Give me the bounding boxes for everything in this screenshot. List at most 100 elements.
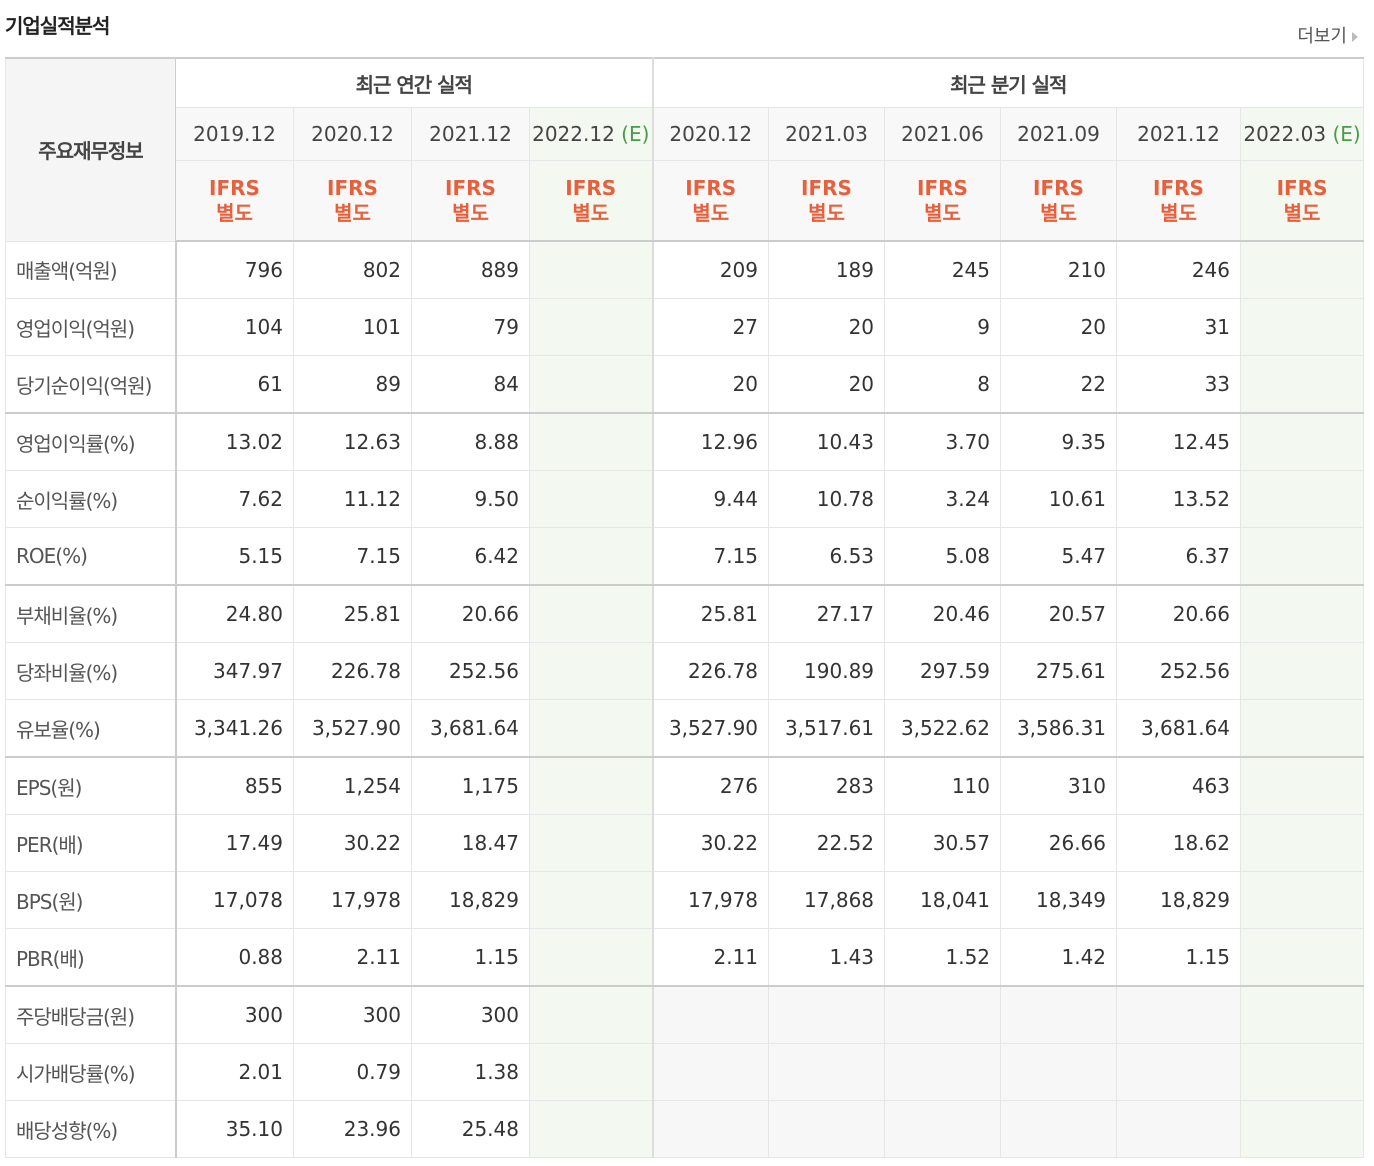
value-cell: 1.15 <box>1116 928 1242 987</box>
data-row: 당좌비율(%) 347.97 226.78 252.56 226.78 190.89 297… <box>5 642 1365 700</box>
value-cell: 245 <box>884 240 1002 299</box>
value-cell <box>1240 871 1365 929</box>
date-text: 2019.12 <box>193 122 276 146</box>
value-cell: 22 <box>1000 355 1118 414</box>
scope-text: 별도 <box>1160 200 1197 225</box>
row-label: 부채비율(%) <box>5 584 177 643</box>
value-cell: 17,078 <box>175 871 294 929</box>
value-cell: 89 <box>293 355 412 414</box>
value-cell: 3,681.64 <box>411 699 530 758</box>
value-cell: 18,349 <box>1000 871 1118 929</box>
value-cell: 802 <box>293 240 412 299</box>
data-row: 매출액(억원) 796 802 889 209 189 245 210 246 <box>5 240 1365 299</box>
value-cell <box>528 240 654 299</box>
value-cell <box>528 584 654 643</box>
value-cell <box>528 355 654 414</box>
date-text: 2021.12 <box>1137 122 1220 146</box>
basis-text: IFRS <box>685 175 737 200</box>
scope-text: 별도 <box>452 200 489 225</box>
value-cell <box>1240 814 1365 872</box>
data-row: 순이익률(%) 7.62 11.12 9.50 9.44 10.78 3.24 10.61 13… <box>5 470 1365 528</box>
row-label: BPS(원) <box>5 871 177 929</box>
value-cell: 7.15 <box>651 527 770 586</box>
value-cell: 10.78 <box>768 470 886 528</box>
value-cell: 190.89 <box>768 642 886 700</box>
value-cell <box>768 985 886 1044</box>
value-cell <box>1240 699 1365 758</box>
value-cell: 22.52 <box>768 814 886 872</box>
value-cell <box>651 985 770 1044</box>
value-cell <box>1240 584 1365 643</box>
value-cell <box>528 814 654 872</box>
value-cell <box>1240 527 1365 586</box>
row-label: 당기순이익(억원) <box>5 355 177 414</box>
value-cell: 10.43 <box>768 412 886 471</box>
value-cell: 30.57 <box>884 814 1002 872</box>
column-date: 2021.03 <box>768 107 886 161</box>
data-row: 유보율(%) 3,341.26 3,527.90 3,681.64 3,527.90 3,… <box>5 699 1365 758</box>
basis-text: IFRS <box>1276 175 1328 200</box>
value-cell: 796 <box>175 240 294 299</box>
value-cell: 11.12 <box>293 470 412 528</box>
value-cell <box>1240 355 1365 414</box>
group-header: 최근 분기 실적 <box>651 57 1365 108</box>
column-basis: IFRS 별도 <box>768 160 886 242</box>
value-cell: 20 <box>768 355 886 414</box>
value-cell <box>1240 240 1365 299</box>
value-cell <box>1240 928 1365 987</box>
value-cell: 0.88 <box>175 928 294 987</box>
value-cell: 27.17 <box>768 584 886 643</box>
value-cell: 1.42 <box>1000 928 1118 987</box>
value-cell <box>1240 756 1365 815</box>
value-cell: 30.22 <box>651 814 770 872</box>
value-cell <box>528 928 654 987</box>
data-row: PER(배) 17.49 30.22 18.47 30.22 22.52 30.57 26.6… <box>5 814 1365 872</box>
more-link[interactable]: 더보기 <box>1297 22 1358 48</box>
scope-text: 별도 <box>572 200 610 225</box>
value-cell <box>528 871 654 929</box>
value-cell: 3,341.26 <box>175 699 294 758</box>
value-cell: 27 <box>651 298 770 356</box>
value-cell: 30.22 <box>293 814 412 872</box>
value-cell <box>768 1043 886 1101</box>
value-cell: 20.57 <box>1000 584 1118 643</box>
value-cell: 25.81 <box>293 584 412 643</box>
data-row: 영업이익률(%) 13.02 12.63 8.88 12.96 10.43 3.70 9.35… <box>5 412 1365 471</box>
value-cell <box>1240 985 1365 1044</box>
value-cell: 84 <box>411 355 530 414</box>
value-cell: 3,527.90 <box>293 699 412 758</box>
value-cell: 6.53 <box>768 527 886 586</box>
value-cell: 9 <box>884 298 1002 356</box>
value-cell: 24.80 <box>175 584 294 643</box>
value-cell <box>1116 1100 1242 1158</box>
value-cell: 20.66 <box>411 584 530 643</box>
basis-text: IFRS <box>445 175 496 200</box>
value-cell: 18,829 <box>1116 871 1242 929</box>
corner-cell: 주요재무정보 <box>5 57 176 242</box>
column-basis: IFRS 별도 <box>1000 160 1118 242</box>
value-cell <box>528 756 654 815</box>
value-cell <box>1000 1043 1118 1101</box>
column-date: 2020.12 <box>293 107 412 161</box>
row-label: 순이익률(%) <box>5 470 177 528</box>
value-cell <box>528 699 654 758</box>
date-text: 2022.03 <box>1243 122 1327 146</box>
scope-text: 별도 <box>808 200 845 225</box>
value-cell: 5.15 <box>175 527 294 586</box>
column-date: 2019.12 <box>175 107 294 161</box>
row-label: 매출액(억원) <box>5 240 177 299</box>
value-cell: 12.45 <box>1116 412 1242 471</box>
column-date: 2021.12 <box>1116 107 1242 161</box>
value-cell: 9.50 <box>411 470 530 528</box>
value-cell: 20 <box>768 298 886 356</box>
value-cell: 5.47 <box>1000 527 1118 586</box>
value-cell: 101 <box>293 298 412 356</box>
value-cell: 300 <box>411 985 530 1044</box>
value-cell <box>1000 1100 1118 1158</box>
date-text: 2021.06 <box>901 122 984 146</box>
value-cell: 3,681.64 <box>1116 699 1242 758</box>
value-cell <box>1240 412 1365 471</box>
value-cell: 35.10 <box>175 1100 294 1158</box>
value-cell <box>1116 1043 1242 1101</box>
value-cell: 20.66 <box>1116 584 1242 643</box>
